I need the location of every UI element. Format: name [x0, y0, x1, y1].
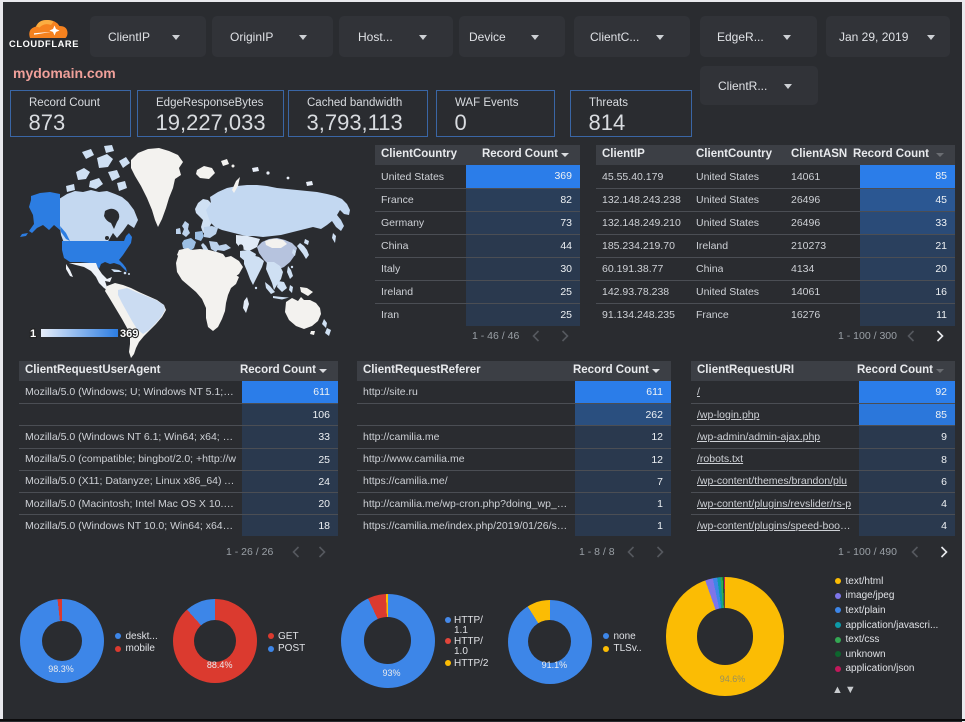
- svg-text:1: 1: [30, 328, 36, 340]
- svg-text:369: 369: [120, 328, 138, 340]
- svg-text:CLOUDFLARE: CLOUDFLARE: [9, 39, 79, 49]
